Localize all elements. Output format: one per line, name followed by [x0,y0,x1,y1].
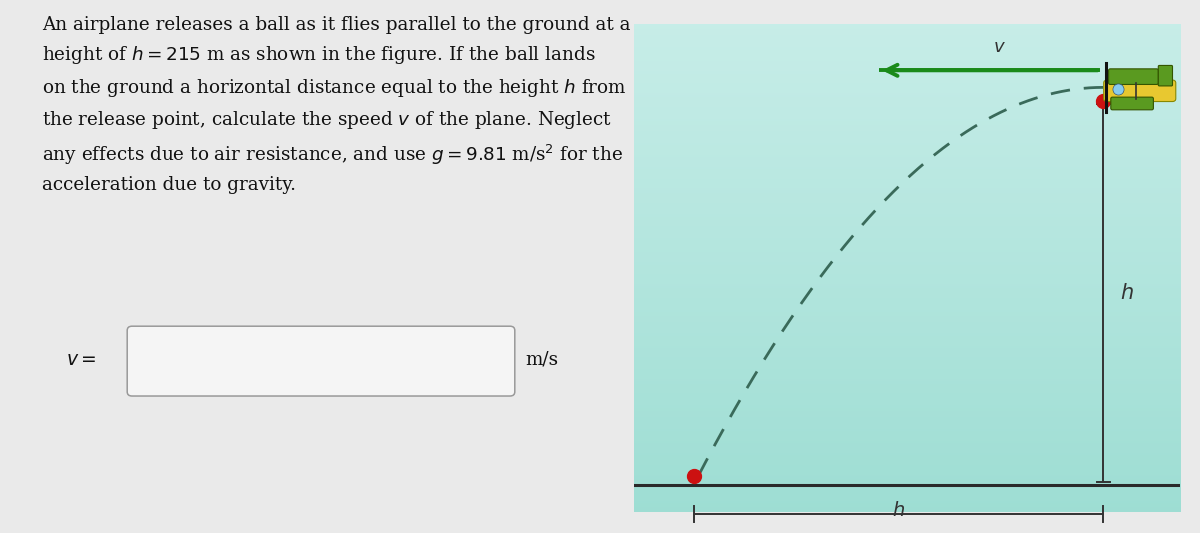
FancyBboxPatch shape [1158,66,1172,86]
FancyBboxPatch shape [1109,69,1158,84]
FancyBboxPatch shape [127,326,515,396]
Text: $h$: $h$ [892,501,905,520]
Text: $v$: $v$ [992,38,1006,55]
Text: $v =$: $v =$ [66,351,96,369]
FancyBboxPatch shape [1111,97,1153,110]
FancyBboxPatch shape [1104,80,1176,101]
Text: $h$: $h$ [1120,284,1133,303]
Text: An airplane releases a ball as it flies parallel to the ground at a
height of $h: An airplane releases a ball as it flies … [42,16,630,194]
Text: m/s: m/s [526,351,558,369]
